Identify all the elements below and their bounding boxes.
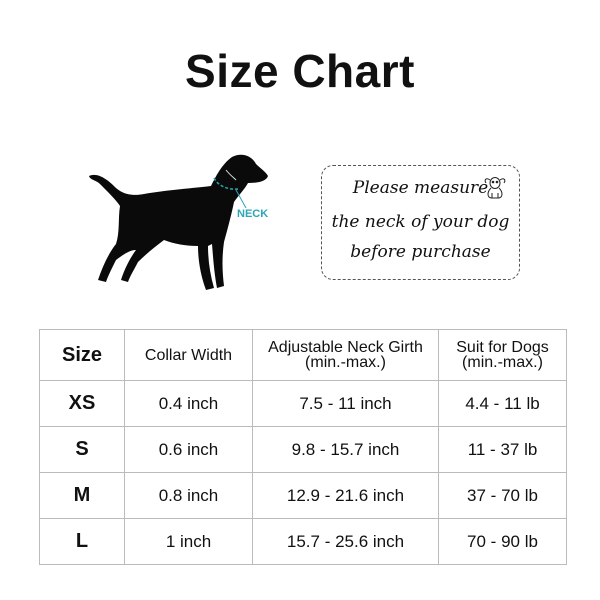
cell-size: S xyxy=(39,426,125,473)
page-title: Size Chart xyxy=(185,45,415,97)
header-neck-girth: Adjustable Neck Girth (min.-max.) xyxy=(252,329,439,381)
measure-note: Please measure the neck of your dog befo… xyxy=(321,165,520,280)
table-row: L 1 inch 15.7 - 25.6 inch 70 - 90 lb xyxy=(39,518,567,565)
cell-dog-weight: 70 - 90 lb xyxy=(438,518,567,565)
size-table: Size Collar Width Adjustable Neck Girth(… xyxy=(39,329,567,565)
neck-label: NECK xyxy=(237,208,269,220)
header-label: Suit for Dogs xyxy=(456,339,549,356)
header-sublabel: (min.-max.) xyxy=(305,354,386,371)
cell-dog-weight: 11 - 37 lb xyxy=(438,426,567,473)
table-header-row: Size Collar Width Adjustable Neck Girth(… xyxy=(39,329,567,381)
table-row: XS 0.4 inch 7.5 - 11 inch 4.4 - 11 lb xyxy=(39,380,567,427)
cell-neck-girth: 9.8 - 15.7 inch xyxy=(252,426,439,473)
cell-neck-girth: 7.5 - 11 inch xyxy=(252,380,439,427)
dog-silhouette-icon xyxy=(89,154,268,290)
table-row: S 0.6 inch 9.8 - 15.7 inch 11 - 37 lb xyxy=(39,426,567,473)
note-line-2: the neck of your dog xyxy=(331,212,510,232)
cell-size: L xyxy=(39,518,125,565)
cell-neck-girth: 12.9 - 21.6 inch xyxy=(252,472,439,519)
dog-face-icon xyxy=(484,177,506,199)
cell-collar-width: 1 inch xyxy=(124,518,253,565)
cell-collar-width: 0.8 inch xyxy=(124,472,253,519)
table-row: M 0.8 inch 12.9 - 21.6 inch 37 - 70 lb xyxy=(39,472,567,519)
header-size: Size xyxy=(39,329,125,381)
cell-collar-width: 0.6 inch xyxy=(124,426,253,473)
header-collar-width: Collar Width xyxy=(124,329,253,381)
note-line-3: before purchase xyxy=(350,242,491,262)
header-label: Collar Width xyxy=(144,346,233,364)
cell-dog-weight: 37 - 70 lb xyxy=(438,472,567,519)
cell-size: M xyxy=(39,472,125,519)
header-label: Adjustable Neck Girth xyxy=(268,339,423,356)
header-suit-for-dogs: Suit for Dogs (min.-max.) xyxy=(438,329,567,381)
cell-collar-width: 0.4 inch xyxy=(124,380,253,427)
cell-neck-girth: 15.7 - 25.6 inch xyxy=(252,518,439,565)
header-sublabel: (min.-max.) xyxy=(462,354,543,371)
cell-dog-weight: 4.4 - 11 lb xyxy=(438,380,567,427)
header-label: Size xyxy=(61,343,103,366)
note-line-1: Please measure xyxy=(352,178,489,198)
cell-size: XS xyxy=(39,380,125,427)
